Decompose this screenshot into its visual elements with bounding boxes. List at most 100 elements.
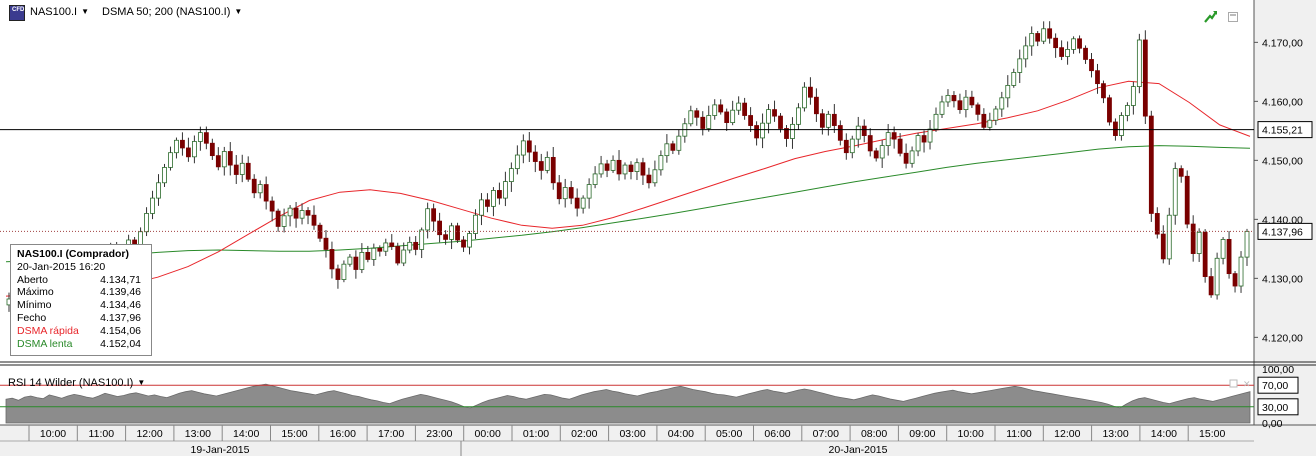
candle [455, 225, 460, 241]
tooltip-value: 4.139,46 [100, 286, 141, 299]
rsi-level-box [1257, 398, 1299, 416]
candle [1011, 72, 1017, 86]
chart-toolbar: CFD NAS100.I ▼ DSMA 50; 200 (NAS100.I) ▼ [0, 0, 1250, 26]
candle [903, 152, 909, 164]
candle [975, 104, 981, 115]
rsi-tick-label: 100,00 [1262, 364, 1294, 376]
candle [616, 159, 622, 175]
maximize-icon[interactable] [1228, 12, 1238, 25]
symbol-selector[interactable]: NAS100.I ▼ [30, 6, 89, 18]
tooltip-label: Aberto [17, 273, 48, 286]
candle [347, 256, 353, 265]
x-tick-label: 12:00 [136, 428, 162, 440]
date-label: 20-Jan-2015 [829, 444, 888, 456]
candle [431, 208, 437, 222]
candle [1202, 231, 1208, 277]
candle [825, 113, 831, 128]
candle [1107, 97, 1112, 123]
candle [568, 187, 574, 199]
candle [1166, 214, 1172, 260]
candle [305, 210, 311, 216]
candle [377, 247, 383, 252]
x-tick-label: 09:00 [909, 428, 935, 440]
candle [963, 96, 969, 111]
candle [802, 86, 807, 109]
y-tick-label: 4.120,00 [1262, 332, 1303, 344]
x-tick-label: 23:00 [426, 428, 452, 440]
candle [819, 113, 825, 128]
data-window-tooltip: NAS100.I (Comprador) 20-Jan-2015 16:20 A… [10, 244, 152, 356]
x-tick-label: 08:00 [861, 428, 887, 440]
price-lines [0, 129, 1254, 232]
candle [855, 125, 861, 140]
x-tick-label: 10:00 [958, 428, 984, 440]
tooltip-label: Mínimo [17, 299, 52, 312]
candle [592, 173, 598, 185]
candle [1029, 33, 1035, 47]
candle [927, 128, 933, 143]
candle [1244, 230, 1250, 258]
x-tick-label: 14:00 [1151, 428, 1177, 440]
trend-arrow-icon[interactable] [1204, 9, 1218, 26]
candle [215, 155, 221, 168]
fast-ma-line [5, 80, 1251, 297]
candle [526, 140, 532, 153]
candle [945, 95, 951, 103]
rsi-tick-label: 0,00 [1262, 418, 1283, 430]
candle [461, 239, 466, 248]
y-tick-label: 4.170,00 [1262, 37, 1303, 49]
candle [329, 249, 335, 270]
slow-ma-line [5, 145, 1251, 263]
candle [245, 162, 251, 180]
tooltip-row-low: Mínimo 4.134,46 [17, 299, 145, 312]
x-tick-label: 12:00 [1054, 428, 1080, 440]
candle [168, 152, 173, 168]
candle [180, 139, 185, 149]
y-tick-label: 4.160,00 [1262, 96, 1303, 108]
candle [550, 156, 556, 184]
horizontal-line-label-box [1257, 121, 1313, 139]
candle [485, 199, 490, 207]
tooltip-value: 4.152,04 [100, 337, 141, 350]
candle [1130, 86, 1136, 106]
tooltip-value: 4.154,06 [100, 324, 141, 337]
candle [897, 138, 903, 154]
candle [879, 145, 885, 159]
indicator-selector[interactable]: DSMA 50; 200 (NAS100.I) ▼ [102, 6, 242, 18]
rsi-indicator-selector[interactable]: RSI 14 Wilder (NAS100.I) ▼ [8, 377, 145, 389]
candle [186, 147, 191, 158]
tooltip-row-open: Aberto 4.134,71 [17, 274, 145, 287]
candle [514, 154, 520, 170]
candle [796, 107, 801, 125]
candle [724, 111, 730, 123]
x-tick-label: 00:00 [475, 428, 501, 440]
candle [556, 182, 562, 200]
candle [323, 237, 329, 250]
rsi-label: RSI 14 Wilder (NAS100.I) [8, 377, 134, 389]
candle [491, 190, 496, 207]
date-label: 19-Jan-2015 [191, 444, 250, 456]
candle [730, 109, 736, 123]
candle [263, 184, 269, 202]
candle [479, 199, 484, 216]
pane-maximize-icon [1229, 379, 1238, 388]
candle [843, 139, 849, 154]
candle [257, 184, 263, 194]
candle [538, 161, 544, 171]
candle [162, 167, 167, 184]
candle [1214, 257, 1220, 296]
candle [299, 210, 305, 219]
cfd-symbol-icon[interactable]: CFD [9, 5, 25, 21]
candle [544, 156, 550, 171]
candle [233, 164, 239, 175]
candle [311, 214, 317, 226]
candle [227, 151, 233, 166]
tooltip-value: 4.134,46 [100, 299, 141, 312]
candle [598, 163, 604, 175]
tooltip-label: DSMA lenta [17, 337, 73, 350]
candle [766, 109, 771, 124]
candle [676, 135, 682, 151]
candle [467, 233, 472, 248]
